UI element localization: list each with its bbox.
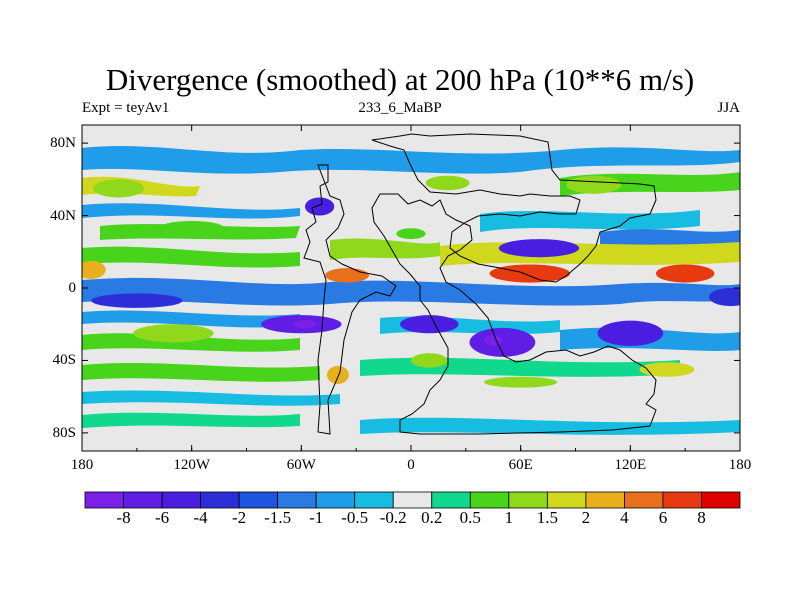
x-tick-label: 120E bbox=[614, 457, 647, 473]
colorbar-swatch bbox=[392, 491, 433, 509]
period-label: 233_6_MaBP bbox=[358, 100, 442, 116]
colorbar-label: 0.2 bbox=[421, 508, 443, 527]
colorbar-swatch bbox=[315, 491, 356, 509]
colorbar-swatch bbox=[508, 491, 548, 509]
field-region bbox=[325, 268, 369, 283]
colorbar-label: 0.5 bbox=[459, 508, 481, 527]
colorbar bbox=[84, 491, 741, 509]
colorbar-label: 1.5 bbox=[536, 508, 558, 527]
colorbar-swatch bbox=[84, 491, 124, 509]
x-tick-label: 180 bbox=[728, 457, 752, 473]
outline-africa-south bbox=[371, 193, 657, 435]
field-region bbox=[708, 288, 740, 307]
field-region bbox=[82, 260, 106, 279]
season-label: JJA bbox=[717, 100, 740, 116]
x-tick-label: 120W bbox=[173, 457, 210, 473]
field-region bbox=[639, 362, 695, 377]
colorbar-label: 4 bbox=[620, 508, 629, 527]
colorbar-swatch bbox=[431, 491, 471, 509]
colorbar-swatch bbox=[123, 491, 163, 509]
field-region bbox=[91, 293, 183, 308]
colorbar-swatch bbox=[701, 491, 741, 509]
field-region bbox=[304, 197, 335, 216]
y-ticks bbox=[82, 142, 740, 434]
field-region bbox=[655, 264, 715, 283]
y-tick-label: 80S bbox=[52, 424, 76, 441]
continent-outlines bbox=[303, 133, 657, 435]
field-region bbox=[294, 319, 316, 329]
field-regions bbox=[82, 175, 740, 388]
colorbar-label: 1 bbox=[504, 508, 514, 527]
colorbar-swatch bbox=[546, 491, 587, 509]
field-region bbox=[489, 264, 571, 283]
x-tick-label: 60W bbox=[286, 457, 316, 473]
x-tick-label: 60E bbox=[508, 457, 533, 473]
field-region bbox=[400, 315, 459, 334]
field-region bbox=[498, 239, 580, 258]
colorbar-label: -8 bbox=[116, 508, 131, 527]
field-region bbox=[92, 179, 145, 198]
x-tick-label: 180 bbox=[70, 457, 94, 473]
field-region bbox=[469, 327, 536, 357]
y-tick-label: 0 bbox=[68, 280, 77, 296]
colorbar-swatch bbox=[354, 491, 394, 509]
field-region bbox=[484, 376, 558, 388]
colorbar-swatch bbox=[585, 491, 625, 509]
colorbar-swatch bbox=[624, 491, 664, 509]
colorbar-swatch bbox=[662, 491, 702, 509]
colorbar-label: -0.2 bbox=[379, 508, 407, 527]
field-region bbox=[326, 365, 349, 384]
colorbar-label: -1.5 bbox=[264, 508, 292, 527]
field-region bbox=[484, 335, 503, 346]
field-region bbox=[425, 175, 470, 191]
colorbar-swatch bbox=[469, 491, 510, 509]
colorbar-swatch bbox=[161, 491, 201, 509]
colorbar-label: -0.5 bbox=[341, 508, 369, 527]
colorbar-label: 2 bbox=[581, 508, 591, 527]
y-tick-label: 80N bbox=[50, 135, 76, 152]
field-region bbox=[133, 324, 214, 343]
field-region bbox=[411, 353, 448, 368]
y-tick-label: 40N bbox=[50, 207, 76, 224]
colorbar-label: 8 bbox=[697, 508, 706, 527]
colorbar-label: -1 bbox=[309, 508, 324, 527]
field-region bbox=[396, 228, 426, 240]
field-region bbox=[597, 320, 664, 346]
colorbar-label: -4 bbox=[193, 508, 208, 527]
colorbar-swatch bbox=[200, 491, 240, 509]
field-region bbox=[158, 220, 225, 236]
colorbar-label: -6 bbox=[154, 508, 170, 527]
colorbar-label: -2 bbox=[232, 508, 247, 527]
experiment-label: Expt = teyAv1 bbox=[82, 100, 170, 116]
field-region bbox=[566, 175, 622, 194]
y-tick-label: 40S bbox=[52, 352, 76, 369]
outline-americas bbox=[303, 164, 397, 435]
x-ticks bbox=[81, 125, 741, 451]
chart-title: Divergence (smoothed) at 200 hPa (10**6 … bbox=[105, 62, 695, 97]
colorbar-swatch bbox=[238, 491, 279, 509]
x-tick-label: 0 bbox=[407, 457, 415, 473]
colorbar-label: 6 bbox=[658, 508, 668, 527]
outline-eurasia bbox=[371, 133, 657, 283]
colorbar-swatch bbox=[277, 491, 317, 509]
